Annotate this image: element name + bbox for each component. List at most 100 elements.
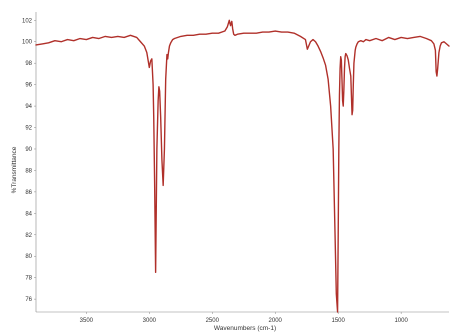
data-point bbox=[313, 39, 314, 40]
data-point bbox=[388, 37, 389, 38]
data-point bbox=[42, 43, 43, 44]
data-point bbox=[336, 293, 337, 294]
data-point bbox=[227, 26, 228, 27]
series-group bbox=[35, 19, 450, 313]
data-point bbox=[320, 51, 321, 52]
data-point bbox=[420, 36, 421, 37]
data-point bbox=[153, 116, 154, 117]
x-tick-label: 1000 bbox=[394, 318, 408, 324]
data-point bbox=[158, 100, 159, 101]
data-point bbox=[281, 32, 282, 33]
data-point bbox=[262, 32, 263, 33]
y-tick-label: 88 bbox=[25, 168, 32, 174]
data-point bbox=[352, 114, 353, 115]
data-point bbox=[159, 91, 160, 92]
data-point bbox=[150, 61, 151, 62]
data-point bbox=[164, 149, 165, 150]
data-point bbox=[54, 40, 55, 41]
data-point bbox=[343, 106, 344, 107]
y-axis-title: %Transmittance bbox=[11, 146, 18, 193]
data-point bbox=[153, 84, 154, 85]
data-point bbox=[355, 50, 356, 51]
data-point bbox=[338, 149, 339, 150]
data-point bbox=[92, 37, 93, 38]
data-point bbox=[436, 71, 437, 72]
data-point bbox=[229, 20, 230, 21]
y-tick-label: 90 bbox=[25, 147, 32, 153]
x-axis: 3500 3000 2500 2000 1500 1000 bbox=[80, 312, 408, 324]
data-point bbox=[341, 60, 342, 61]
data-point bbox=[369, 40, 370, 41]
data-point bbox=[353, 84, 354, 85]
data-point bbox=[237, 34, 238, 35]
y-tick-label: 80 bbox=[25, 254, 32, 260]
data-point bbox=[344, 68, 345, 69]
data-point bbox=[337, 312, 338, 313]
data-point bbox=[342, 100, 343, 101]
x-tick-label: 3000 bbox=[143, 318, 157, 324]
data-point bbox=[325, 65, 326, 66]
data-point bbox=[172, 39, 173, 40]
data-point bbox=[357, 43, 358, 44]
data-point bbox=[437, 68, 438, 69]
data-point bbox=[310, 41, 311, 42]
data-point bbox=[449, 46, 450, 47]
data-point bbox=[376, 38, 377, 39]
data-point bbox=[441, 42, 442, 43]
data-point bbox=[167, 59, 168, 60]
data-point bbox=[348, 60, 349, 61]
data-point bbox=[73, 40, 74, 41]
data-point bbox=[435, 50, 436, 51]
data-point bbox=[345, 56, 346, 57]
data-point bbox=[163, 185, 164, 186]
data-point bbox=[154, 181, 155, 182]
spectrum-line bbox=[35, 19, 450, 313]
data-point bbox=[124, 37, 125, 38]
data-point bbox=[170, 42, 171, 43]
data-point bbox=[339, 95, 340, 96]
data-point bbox=[349, 68, 350, 69]
data-point bbox=[224, 31, 225, 32]
data-point bbox=[218, 33, 219, 34]
data-point bbox=[318, 46, 319, 47]
data-point bbox=[407, 38, 408, 39]
data-point bbox=[340, 68, 341, 69]
data-point bbox=[355, 47, 356, 48]
data-point bbox=[80, 38, 81, 39]
data-point bbox=[315, 41, 316, 42]
data-point bbox=[144, 46, 145, 47]
data-point bbox=[431, 40, 432, 41]
y-tick-label: 96 bbox=[25, 83, 32, 89]
x-tick-label: 2500 bbox=[206, 318, 220, 324]
data-point bbox=[136, 37, 137, 38]
data-point bbox=[366, 39, 367, 40]
data-point bbox=[130, 35, 131, 36]
data-point bbox=[99, 38, 100, 39]
data-point bbox=[199, 34, 200, 35]
data-point bbox=[426, 38, 427, 39]
data-point bbox=[146, 52, 147, 53]
data-point bbox=[256, 33, 257, 34]
data-point bbox=[287, 32, 288, 33]
data-point bbox=[345, 53, 346, 54]
data-point bbox=[300, 36, 301, 37]
data-point bbox=[111, 37, 112, 38]
data-point bbox=[360, 40, 361, 41]
data-point bbox=[335, 234, 336, 235]
data-point bbox=[180, 36, 181, 37]
data-point bbox=[86, 39, 87, 40]
data-point bbox=[169, 46, 170, 47]
data-point bbox=[231, 21, 232, 22]
data-point bbox=[230, 25, 231, 26]
data-point bbox=[140, 41, 141, 42]
data-point bbox=[61, 41, 62, 42]
data-point bbox=[342, 79, 343, 80]
data-point bbox=[212, 33, 213, 34]
data-point bbox=[437, 76, 438, 77]
data-point bbox=[275, 31, 276, 32]
data-point bbox=[330, 106, 331, 107]
data-point bbox=[168, 52, 169, 53]
data-point bbox=[328, 79, 329, 80]
data-point bbox=[354, 63, 355, 64]
